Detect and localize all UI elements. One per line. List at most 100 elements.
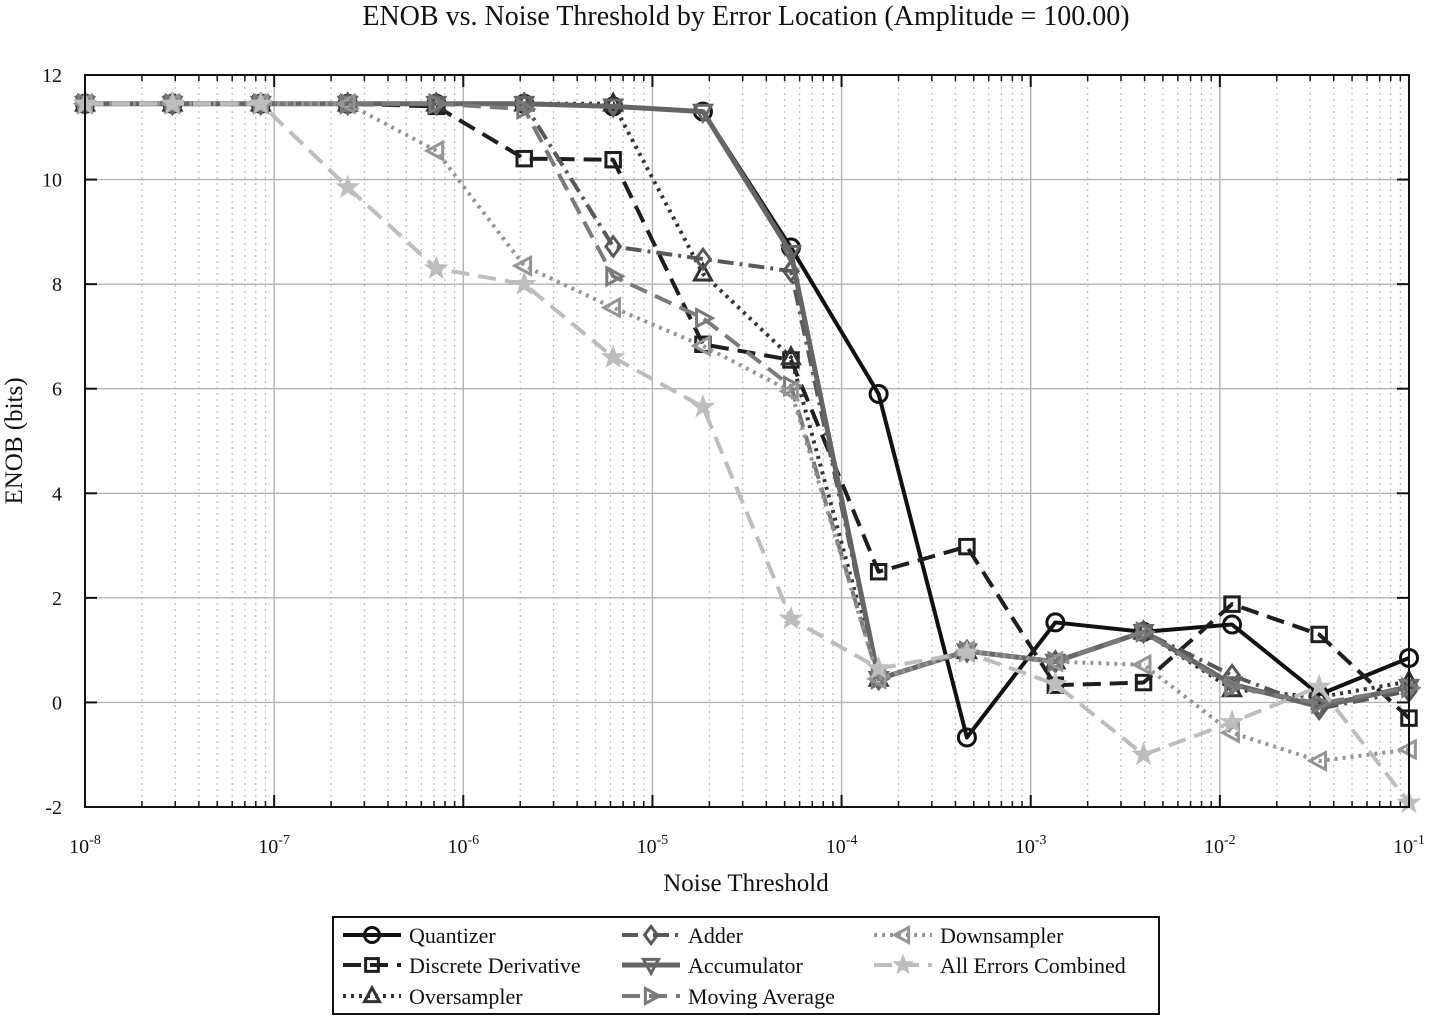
y-tick-label: 10 xyxy=(42,170,62,192)
data-point xyxy=(1306,673,1332,698)
y-tick-label: -2 xyxy=(45,797,62,819)
data-point xyxy=(423,139,445,162)
legend-item: Downsampler xyxy=(874,923,1064,948)
data-point xyxy=(511,254,533,277)
legend-marker xyxy=(363,926,381,944)
data-point xyxy=(1308,698,1331,720)
data-point xyxy=(1396,738,1417,761)
data-point xyxy=(1135,620,1157,643)
series-line xyxy=(85,101,1410,700)
data-point xyxy=(1219,709,1245,733)
series-discrete-derivative xyxy=(76,95,1418,727)
plot-frame xyxy=(84,74,1410,808)
data-point xyxy=(695,307,716,330)
data-point xyxy=(778,380,799,403)
data-point xyxy=(779,244,802,266)
y-tick-label: 12 xyxy=(42,65,62,87)
y-tick-label: 2 xyxy=(52,588,62,610)
data-point xyxy=(1131,653,1152,676)
series-layer xyxy=(72,90,1422,814)
data-point xyxy=(604,234,623,259)
legend-label: Moving Average xyxy=(688,984,835,1009)
data-point xyxy=(1223,595,1241,613)
data-point xyxy=(335,174,361,198)
data-point xyxy=(600,344,626,368)
data-point xyxy=(956,727,977,748)
series-line xyxy=(85,101,1410,740)
legend-marker xyxy=(640,957,662,977)
tick-labels: 10-8 10-7 10-6 10-5 10-4 10-3 10-2 10-1 -2 0 2 4 6 8 1… xyxy=(42,65,1425,858)
data-point xyxy=(423,255,449,279)
data-point xyxy=(1222,614,1243,635)
x-tick-label: 10-2 xyxy=(1204,833,1236,858)
data-point xyxy=(1224,675,1245,698)
x-tick-label: 10-1 xyxy=(1393,833,1425,858)
legend-label: Downsampler xyxy=(940,923,1064,948)
minor-grid xyxy=(141,75,1401,807)
legend-item: Moving Average xyxy=(622,984,835,1009)
series-all-errors-combined xyxy=(72,90,1422,814)
x-tick-label: 10-3 xyxy=(1015,833,1047,858)
major-grid xyxy=(85,75,1409,807)
data-point xyxy=(1311,692,1332,715)
legend-item: Accumulator xyxy=(622,953,804,978)
legend-item: Discrete Derivative xyxy=(343,953,581,978)
x-axis-label: Noise Threshold xyxy=(663,870,829,897)
data-point xyxy=(515,149,533,168)
data-point xyxy=(779,344,802,366)
data-point xyxy=(1401,676,1422,699)
data-point xyxy=(958,537,976,556)
legend-label: Quantizer xyxy=(409,923,496,948)
data-point xyxy=(1042,650,1064,673)
x-tick-label: 10-5 xyxy=(637,833,669,858)
legend-label: Adder xyxy=(688,923,744,948)
data-point xyxy=(602,98,625,119)
data-point xyxy=(1134,673,1153,692)
legend-marker xyxy=(643,985,663,1007)
legend: Quantizer Discrete Derivative Oversampler A… xyxy=(332,916,1160,1015)
x-tick-label: 10-6 xyxy=(447,833,479,858)
data-point xyxy=(600,296,622,319)
data-point xyxy=(869,562,888,581)
legend-item: Oversampler xyxy=(343,984,523,1009)
data-point xyxy=(778,605,804,630)
legend-item: Quantizer xyxy=(343,923,496,948)
series-quantizer xyxy=(75,93,1419,748)
y-tick-label: 0 xyxy=(52,692,62,714)
legend-label: Accumulator xyxy=(688,953,804,978)
series-accumulator xyxy=(73,95,1421,720)
data-point xyxy=(690,334,711,357)
legend-marker xyxy=(891,924,911,946)
data-point xyxy=(868,383,889,404)
series-line xyxy=(85,101,1410,710)
y-tick-label: 8 xyxy=(52,274,62,296)
data-point xyxy=(428,92,449,115)
data-point xyxy=(691,261,714,282)
legend-label: Oversampler xyxy=(409,984,523,1009)
data-point xyxy=(1043,671,1068,695)
legend-marker xyxy=(891,953,915,975)
data-point xyxy=(248,90,274,115)
x-tick-label: 10-4 xyxy=(826,833,858,858)
series-line xyxy=(85,101,1410,706)
data-point xyxy=(1045,612,1066,633)
legend-item: All Errors Combined xyxy=(874,953,1126,978)
data-point xyxy=(602,91,625,112)
data-point xyxy=(1306,749,1328,773)
legend-label: All Errors Combined xyxy=(940,953,1126,978)
data-point xyxy=(693,246,713,272)
data-point xyxy=(866,655,891,679)
legend-marker xyxy=(361,984,383,1004)
data-point xyxy=(1310,625,1328,644)
y-axis-label: ENOB (bits) xyxy=(1,377,28,504)
chart-title: ENOB vs. Noise Threshold by Error Locati… xyxy=(362,1,1129,32)
y-tick-label: 4 xyxy=(52,483,62,505)
series-line xyxy=(85,101,1410,711)
data-point xyxy=(690,394,716,418)
data-point xyxy=(516,97,537,121)
data-point xyxy=(691,103,714,125)
data-point xyxy=(954,639,980,664)
legend-label: Discrete Derivative xyxy=(409,953,581,978)
series-line xyxy=(85,101,1410,763)
